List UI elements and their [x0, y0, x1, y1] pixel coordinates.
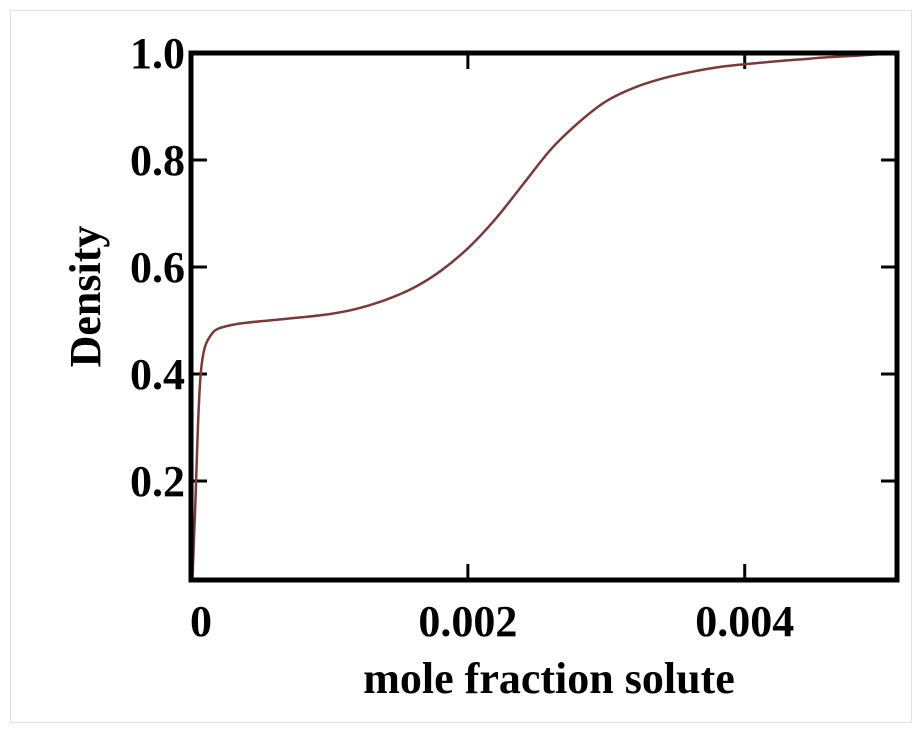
y-tick-label: 0.6 [130, 243, 185, 292]
x-axis-label: mole fraction solute [363, 654, 734, 703]
plot-area-border [188, 50, 900, 583]
density-curve [191, 51, 898, 581]
y-tick-label: 0.4 [130, 350, 185, 399]
x-tick-label: 0 [190, 597, 212, 646]
figure-frame [10, 10, 912, 723]
y-axis-ticks: 0.2 0.4 0.6 0.8 1.0 [130, 29, 897, 506]
y-axis-label: Density [61, 226, 110, 368]
x-axis-ticks: 0 0.002 0.004 [189, 53, 794, 646]
y-tick-label: 1.0 [130, 29, 185, 78]
y-tick-label: 0.2 [130, 457, 185, 506]
x-tick-label: 0.004 [695, 597, 794, 646]
x-tick-label: 0.002 [418, 597, 517, 646]
y-tick-label: 0.8 [130, 136, 185, 185]
series-layer [191, 51, 898, 581]
